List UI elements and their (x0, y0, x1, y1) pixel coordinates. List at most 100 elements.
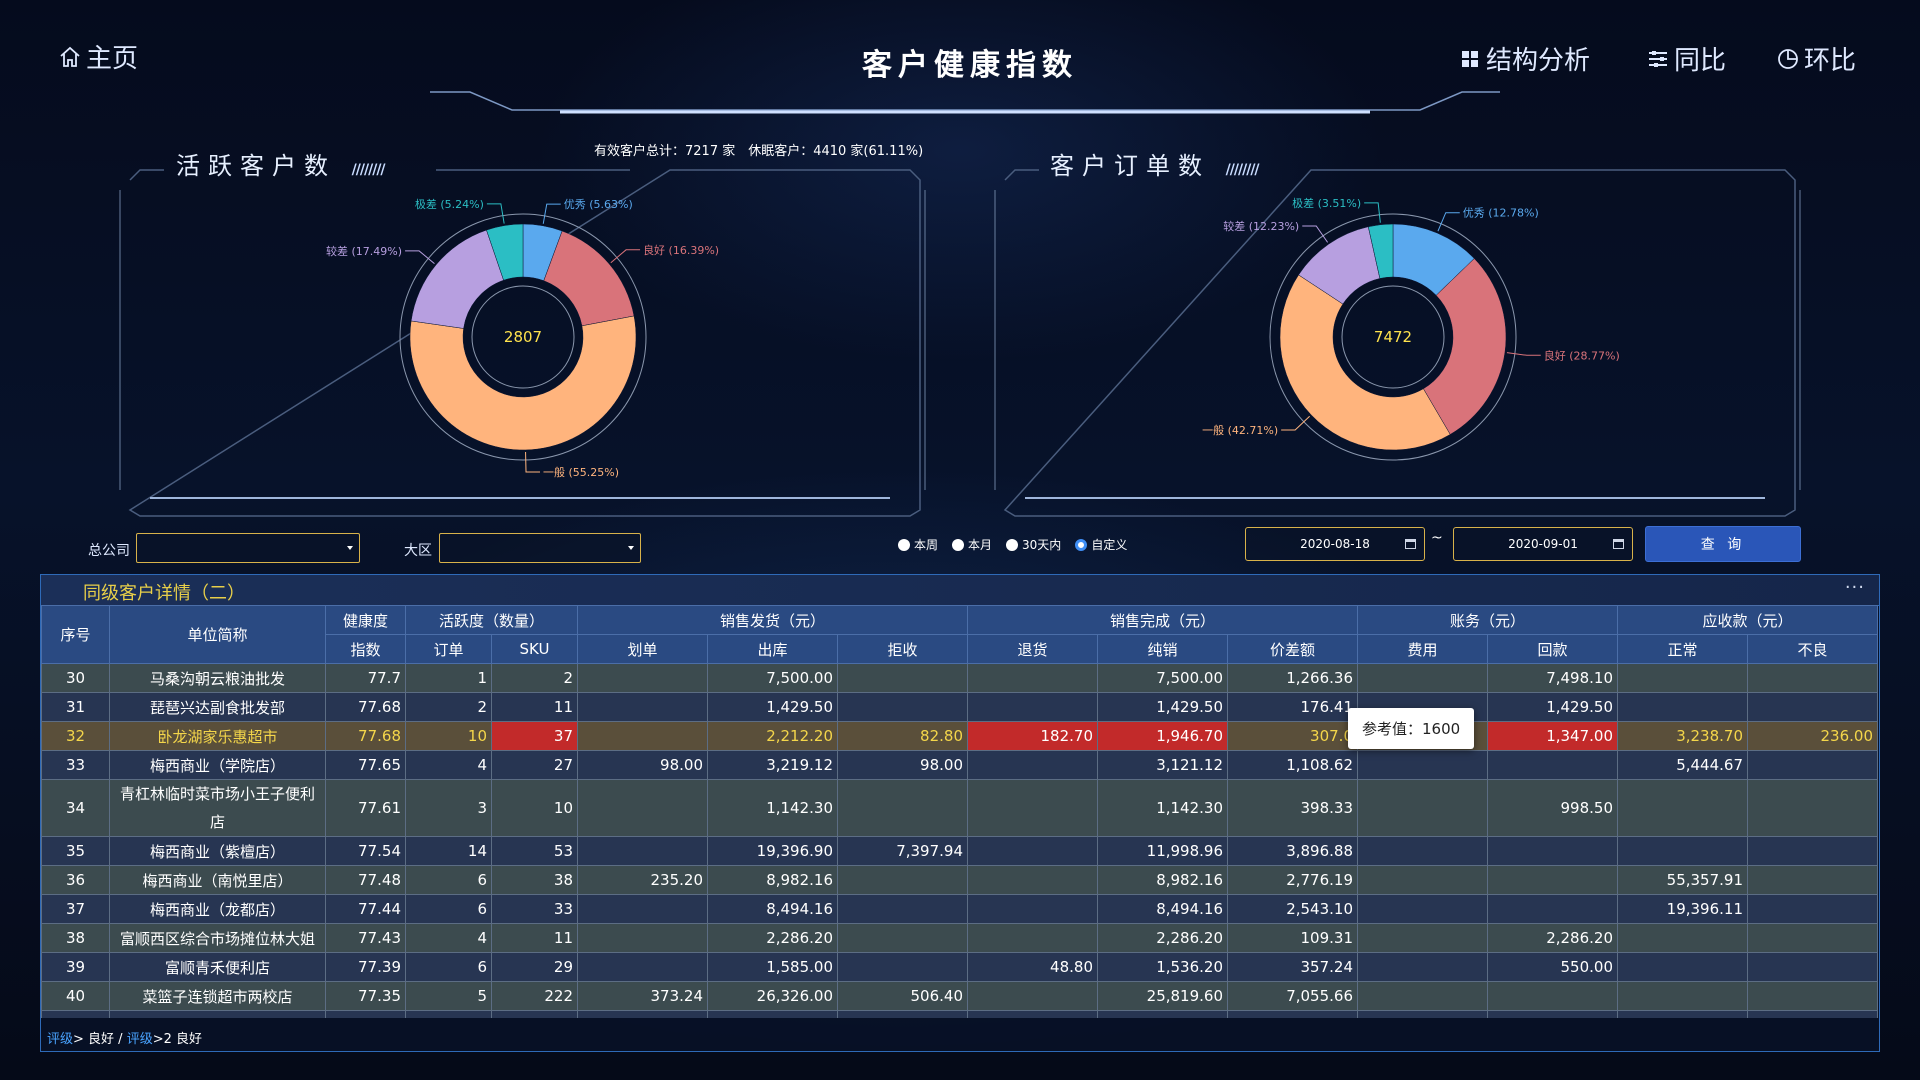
table-row[interactable]: 38 富顺西区综合市场摊位林大姐 77.43 4 11 2,286.20 2,286.20 1… (41, 923, 1878, 953)
table-cell: 98.00 (837, 750, 968, 780)
table-cell: 38 (491, 865, 578, 895)
col-group-accounts[interactable]: 账务（元） (1357, 605, 1618, 635)
sliders-icon (1646, 47, 1670, 71)
table-row[interactable]: 30 马桑沟朝云粮油批发 77.7 1 2 7,500.00 7,500.00 1,266.3… (41, 663, 1878, 693)
more-options-icon[interactable]: ··· (1844, 577, 1865, 598)
donut-slice-5[interactable] (486, 223, 524, 281)
table-cell: 1 (405, 663, 492, 693)
table-cell (577, 692, 708, 722)
breadcrumb-text-2: >2 良好 (152, 1032, 202, 1047)
col-group-health[interactable]: 健康度 (325, 605, 406, 635)
breadcrumb-link-rating-2[interactable]: 评级 (126, 1032, 153, 1047)
table-row[interactable]: 33 梅西商业（学院店） 77.65 4 27 98.00 3,219.12 98.00 3,1… (41, 750, 1878, 780)
col-header-returns[interactable]: 退货 (967, 634, 1098, 664)
table-cell: 卧龙湖家乐惠超市 (109, 721, 326, 751)
table-cell: 19,396.11 (1617, 894, 1748, 924)
table-row[interactable]: 39 富顺青禾便利店 77.39 6 29 1,585.00 48.80 1,536.20 35… (41, 952, 1878, 982)
right-section-title: 客户订单数 //////// (1050, 146, 1260, 181)
col-group-shipment[interactable]: 销售发货（元） (577, 605, 968, 635)
col-header-normal[interactable]: 正常 (1617, 634, 1748, 664)
table-cell: 48.80 (967, 952, 1098, 982)
table-cell: 8,494.16 (1097, 894, 1228, 924)
table-cell (837, 663, 968, 693)
table-cell: 77.48 (325, 865, 406, 895)
table-cell: 8,494.16 (707, 894, 838, 924)
label-leader-line (1506, 352, 1541, 356)
radio-label: 本周 (914, 538, 939, 552)
table-cell: 34 (41, 779, 110, 837)
breadcrumb-link-rating[interactable]: 评级 (47, 1032, 74, 1047)
col-header-outbound[interactable]: 出库 (707, 634, 838, 664)
col-header-net-sales[interactable]: 纯销 (1097, 634, 1228, 664)
table-row[interactable]: 32 卧龙湖家乐惠超市 77.68 10 37 2,212.20 82.80 182.70 1,… (41, 721, 1878, 751)
table-cell: 373.24 (577, 981, 708, 1011)
donut-slice-3[interactable] (409, 315, 637, 451)
home-link[interactable]: 主页 (58, 38, 138, 75)
col-header-sku[interactable]: SKU (491, 634, 578, 664)
radio-custom[interactable]: 自定义 (1075, 536, 1127, 553)
table-cell: 青杠林临时菜市场小王子便利店 (109, 779, 326, 837)
col-header-unit-name[interactable]: 单位简称 (109, 605, 326, 664)
table-row[interactable]: 36 梅西商业（南悦里店） 77.48 6 38 235.20 8,982.16 8,982.… (41, 865, 1878, 895)
slice-label: 良好 (16.39%) (643, 243, 719, 257)
reference-value-tooltip: 参考值：1600 (1348, 708, 1475, 749)
grid-icon (1458, 47, 1482, 71)
donut-slice-4[interactable] (410, 229, 504, 329)
company-select[interactable] (136, 533, 360, 563)
table-cell: 10 (405, 721, 492, 751)
region-select[interactable] (439, 533, 641, 563)
col-header-payment[interactable]: 回款 (1487, 634, 1618, 664)
table-cell (967, 836, 1098, 866)
table-cell (967, 663, 1098, 693)
table-cell (1357, 981, 1488, 1011)
table-cell: 1,585.00 (707, 952, 838, 982)
donut-slice-5[interactable] (1367, 223, 1394, 279)
col-header-index-score[interactable]: 指数 (325, 634, 406, 664)
col-header-price-diff[interactable]: 价差额 (1227, 634, 1358, 664)
date-from-value: 2020-08-18 (1300, 537, 1370, 551)
col-group-activity[interactable]: 活跃度（数量） (405, 605, 578, 635)
table-row[interactable]: 41自贡仁康商贸服务部77.341653 7,833.1097.50 7,735.6… (41, 1010, 1878, 1018)
nav-yoy[interactable]: 同比 (1646, 40, 1726, 77)
customer-detail-table: 序号 单位简称 健康度 活跃度（数量） 销售发货（元） 销售完成（元） 账务（元… (41, 605, 1878, 1018)
nav-mom[interactable]: 环比 (1776, 40, 1856, 77)
table-cell: 31 (41, 692, 110, 722)
col-header-transfer[interactable]: 划单 (577, 634, 708, 664)
radio-this-week[interactable]: 本周 (898, 536, 938, 553)
col-header-rejected[interactable]: 拒收 (837, 634, 968, 664)
page-title: 客户健康指数 (862, 48, 1078, 83)
table-row[interactable]: 34 青杠林临时菜市场小王子便利店 77.61 3 10 1,142.30 1,142.30… (41, 779, 1878, 837)
table-cell: 36 (41, 865, 110, 895)
table-cell: 11 (491, 692, 578, 722)
col-group-receivables[interactable]: 应收款（元） (1617, 605, 1878, 635)
table-row[interactable]: 35 梅西商业（紫檀店） 77.54 14 53 19,396.90 7,397.94 11,… (41, 836, 1878, 866)
table-row[interactable]: 37 梅西商业（龙都店） 77.44 6 33 8,494.16 8,494.16 2,543… (41, 894, 1878, 924)
col-header-index[interactable]: 序号 (41, 605, 110, 664)
label-leader-line (486, 203, 505, 224)
home-icon (58, 45, 82, 69)
table-cell (1617, 836, 1748, 866)
date-from-input[interactable]: 2020-08-18 (1245, 527, 1425, 561)
table-scroll-area[interactable]: 序号 单位简称 健康度 活跃度（数量） 销售发货（元） 销售完成（元） 账务（元… (41, 605, 1879, 1018)
col-header-bad[interactable]: 不良 (1747, 634, 1878, 664)
query-button[interactable]: 查 询 (1645, 526, 1801, 562)
radio-this-month[interactable]: 本月 (952, 536, 992, 553)
radio-30-days[interactable]: 30天内 (1006, 536, 1061, 553)
donut-slice-2[interactable] (1423, 258, 1507, 435)
date-to-input[interactable]: 2020-09-01 (1453, 527, 1633, 561)
table-cell: 7,498.10 (1487, 663, 1618, 693)
table-cell: 2,084.02 (1227, 1010, 1358, 1018)
col-header-orders[interactable]: 订单 (405, 634, 492, 664)
donut-slice-3[interactable] (1279, 274, 1451, 451)
table-cell: 222 (491, 981, 578, 1011)
col-group-sales-complete[interactable]: 销售完成（元） (967, 605, 1358, 635)
nav-structure-analysis[interactable]: 结构分析 (1458, 40, 1590, 77)
donut-slice-2[interactable] (543, 230, 635, 327)
col-header-expenses[interactable]: 费用 (1357, 634, 1488, 664)
table-sub-header-row: 指数 订单 SKU 划单 出库 拒收 退货 纯销 价差额 费用 回款 正常 不良 (42, 634, 1878, 664)
table-cell: 4 (405, 750, 492, 780)
period-radio-group: 本周 本月 30天内 自定义 (898, 536, 1127, 553)
table-row[interactable]: 31 琵琶兴达副食批发部 77.68 2 11 1,429.50 1,429.50 176.4… (41, 692, 1878, 722)
table-row[interactable]: 40 菜篮子连锁超市两校店 77.35 5 222 373.24 26,326.00 506.… (41, 981, 1878, 1011)
table-cell (1357, 1010, 1488, 1018)
